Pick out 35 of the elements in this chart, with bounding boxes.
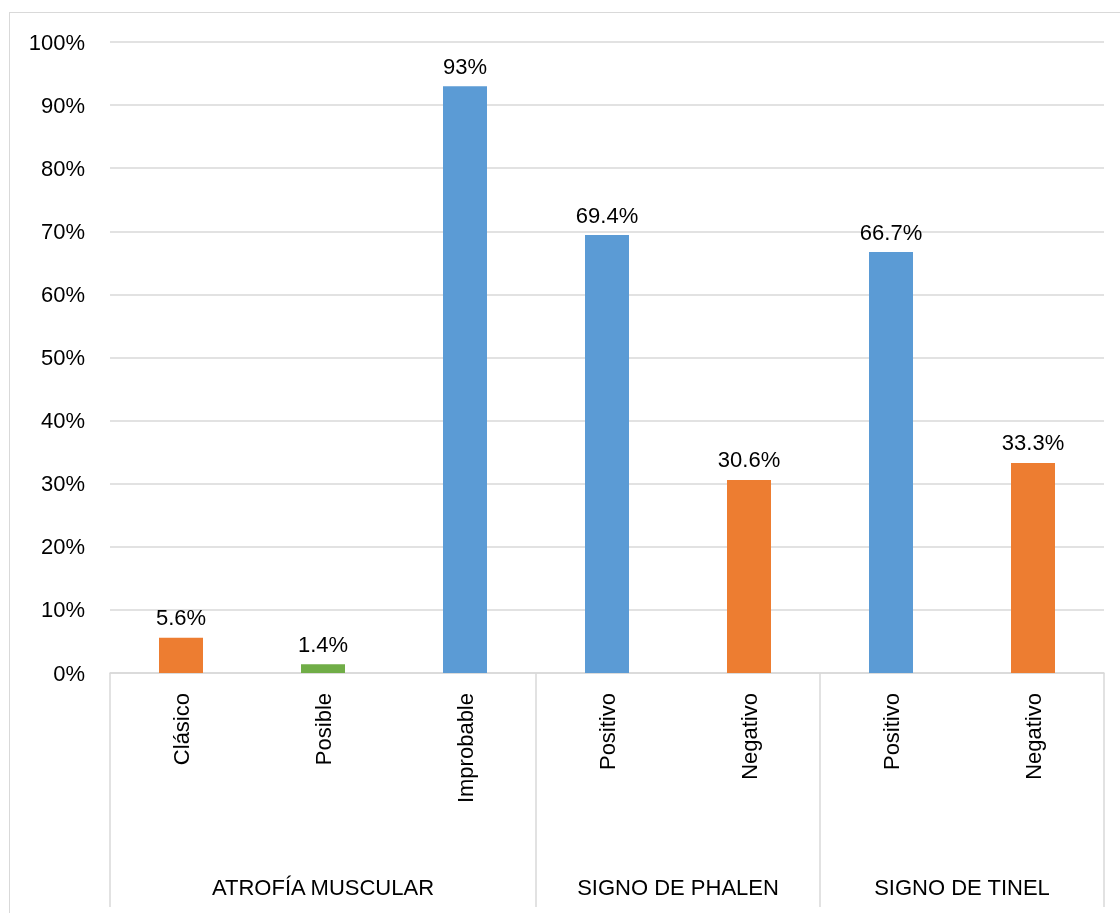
x-tick-label: Negativo: [1020, 693, 1046, 780]
y-tick-label: 70%: [40, 218, 85, 244]
data-label: 5.6%: [155, 605, 207, 631]
x-tick-label: Clásico: [168, 693, 194, 766]
bar: [727, 479, 771, 673]
bar: [159, 637, 203, 673]
data-label: 1.4%: [297, 631, 349, 657]
x-tick-label: Positivo: [594, 693, 620, 771]
text: SIGNO DE TINEL: [874, 874, 1050, 900]
y-tick-label: 100%: [28, 29, 85, 55]
bar: [585, 235, 629, 673]
bar: [301, 664, 345, 673]
x-tick-label: Improbable: [452, 693, 478, 804]
data-label: 69.4%: [575, 202, 639, 228]
data-label: 30.6%: [717, 447, 781, 473]
bar: [869, 252, 913, 673]
y-tick-label: 40%: [40, 408, 85, 434]
text: ATROFÍA MUSCULAR: [211, 874, 435, 900]
text: SIGNO DE PHALEN: [577, 874, 779, 900]
y-tick-label: 30%: [40, 471, 85, 497]
x-tick-label: Negativo: [736, 693, 762, 780]
y-tick-label: 80%: [40, 155, 85, 181]
x-tick-label: Posible: [310, 693, 336, 766]
y-tick-label: 60%: [40, 281, 85, 307]
y-tick-label: 50%: [40, 345, 85, 370]
data-label: 66.7%: [859, 219, 923, 245]
bar: [1011, 462, 1055, 673]
bar: [443, 86, 487, 673]
x-tick-label: Positivo: [878, 693, 904, 771]
data-label: 33.3%: [1001, 430, 1065, 456]
y-tick-label: 90%: [40, 92, 85, 118]
y-tick-label: 10%: [40, 597, 85, 623]
y-tick-label: 0%: [53, 660, 85, 686]
y-tick-label: 20%: [40, 534, 85, 560]
data-label: 93%: [442, 53, 488, 79]
